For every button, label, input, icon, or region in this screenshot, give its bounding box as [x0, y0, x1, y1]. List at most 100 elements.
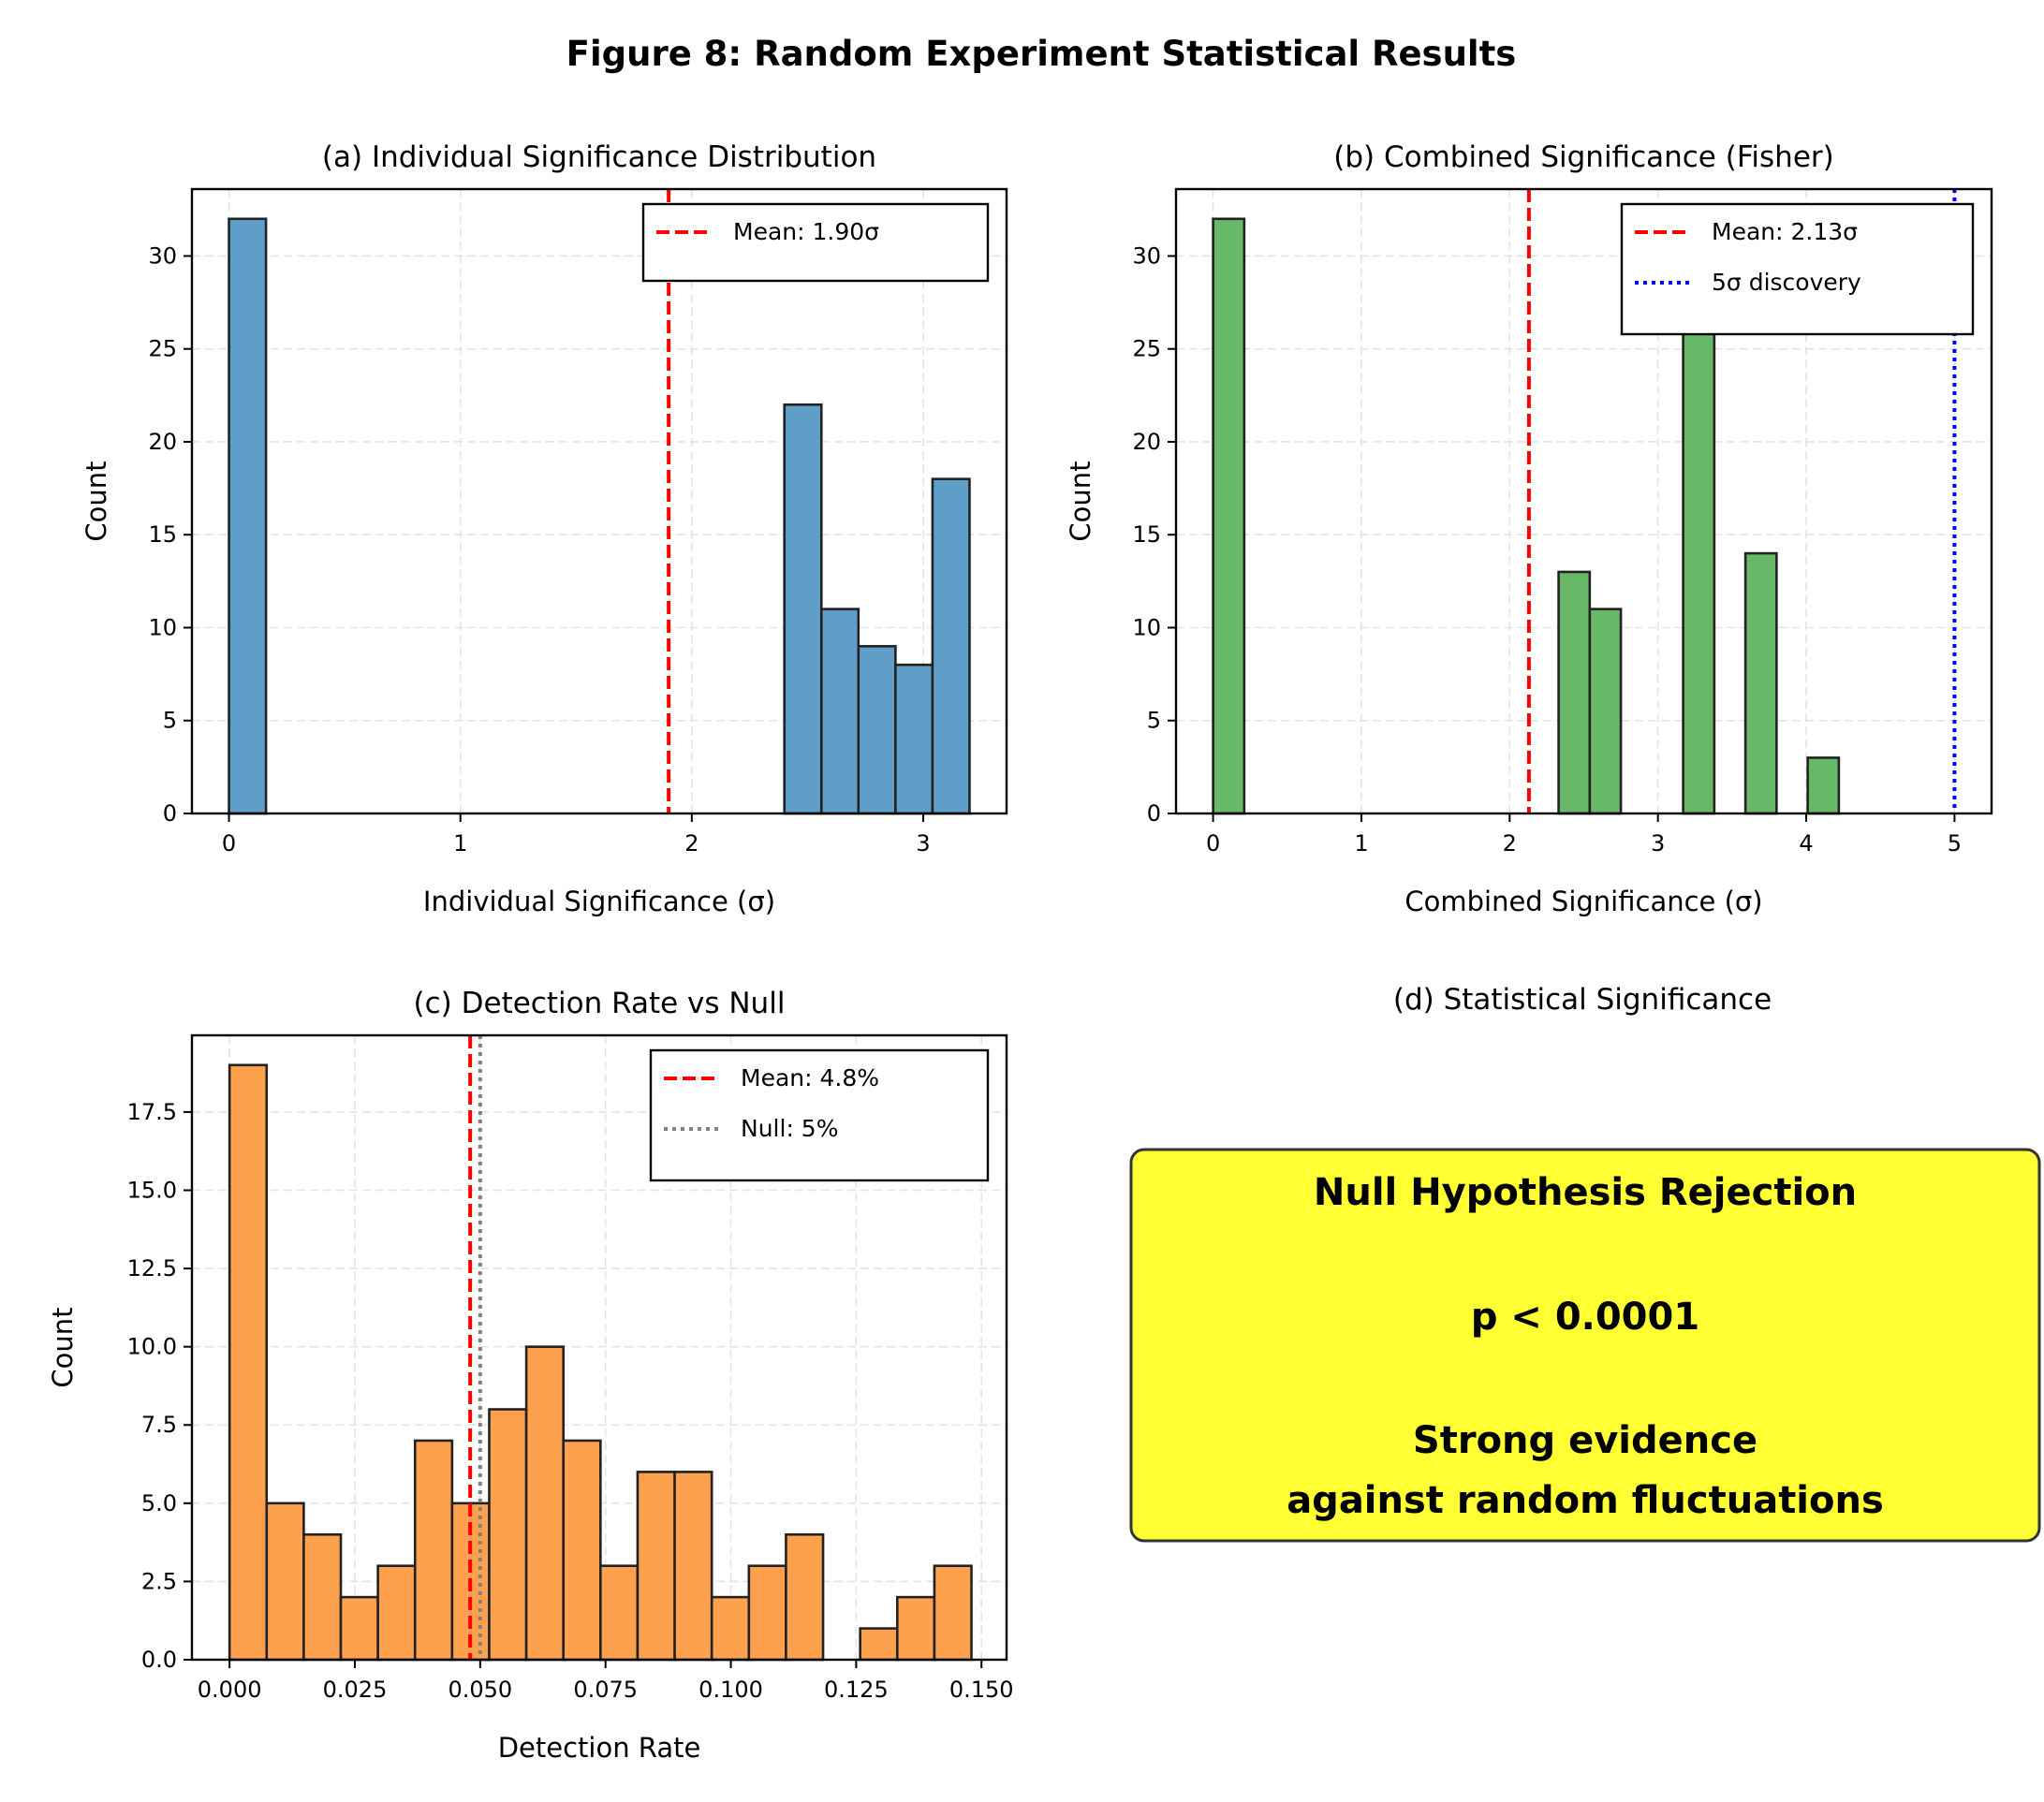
panel-c-title: (c) Detection Rate vs Null: [414, 987, 786, 1020]
box-line-fluctuations: against random fluctuations: [1287, 1479, 1884, 1522]
y-tick-label: 15: [148, 521, 177, 548]
histogram-bar: [931, 477, 971, 815]
histogram-bar: [376, 1564, 417, 1662]
box-line-rejection: Null Hypothesis Rejection: [1314, 1171, 1857, 1214]
histogram-bar: [1212, 217, 1246, 815]
histogram-bar: [747, 1564, 787, 1662]
histogram-bar: [524, 1345, 566, 1662]
significance-box: [1129, 1148, 2041, 1543]
legend-label: Null: 5%: [741, 1115, 838, 1142]
x-tick-label: 1: [1354, 830, 1368, 857]
x-tick-label: 4: [1799, 830, 1813, 857]
panel-d-title: (d) Statistical Significance: [1393, 983, 1772, 1017]
legend: Mean: 2.13σ 5σ discovery: [1620, 202, 1975, 336]
legend-label: 5σ discovery: [1712, 269, 1861, 296]
histogram-bar: [413, 1439, 454, 1662]
y-tick-label: 7.5: [141, 1412, 177, 1438]
y-tick-label: 5: [1147, 708, 1161, 734]
x-tick-label: 0: [222, 830, 236, 857]
y-tick-label: 0.0: [141, 1647, 177, 1673]
legend: Mean: 4.8% Null: 5%: [649, 1048, 990, 1182]
box-line-pvalue: p < 0.0001: [1471, 1296, 1699, 1339]
histogram-bar: [488, 1408, 528, 1662]
panel-b-title: (b) Combined Significance (Fisher): [1333, 140, 1833, 174]
figure-title: Figure 8: Random Experiment Statistical …: [566, 34, 1517, 74]
panel-a-title: (a) Individual Significance Distribution: [322, 140, 876, 174]
y-tick-label: 20: [148, 429, 177, 455]
x-axis-label: Detection Rate: [498, 1732, 701, 1764]
legend: Mean: 1.90σ: [641, 202, 990, 283]
legend-label: Mean: 1.90σ: [733, 218, 879, 245]
legend-frame: [649, 1048, 990, 1182]
histogram-bar: [859, 1627, 899, 1662]
y-axis-label: Count: [47, 1307, 79, 1387]
y-tick-label: 15: [1132, 521, 1161, 548]
y-axis-label: Count: [81, 461, 112, 541]
histogram-bar: [1682, 310, 1716, 815]
histogram-bar: [710, 1595, 751, 1662]
y-tick-label: 5.0: [141, 1490, 177, 1516]
x-tick-label: 0.100: [698, 1677, 763, 1703]
x-axis-label: Combined Significance (σ): [1404, 886, 1762, 917]
y-tick-label: 0: [1147, 800, 1161, 827]
panel-a: (a) Individual Significance Distribution…: [81, 140, 1008, 917]
histogram-bar: [819, 608, 860, 815]
histogram-bar: [857, 645, 897, 815]
histogram-bar: [933, 1564, 973, 1662]
y-axis-label: Count: [1065, 461, 1096, 541]
legend-label: Mean: 4.8%: [741, 1064, 879, 1091]
x-tick-label: 1: [453, 830, 467, 857]
histogram-bar: [599, 1564, 640, 1662]
legend-frame: [641, 202, 990, 283]
y-tick-label: 30: [1132, 242, 1161, 269]
y-tick-label: 15.0: [127, 1177, 177, 1203]
y-tick-label: 20: [1132, 429, 1161, 455]
histogram-bar: [1743, 551, 1778, 815]
x-tick-label: 5: [1948, 830, 1962, 857]
y-tick-label: 12.5: [127, 1255, 177, 1282]
axes-frame: [1174, 187, 1993, 815]
histogram-bar: [1806, 756, 1841, 815]
panel-b: (b) Combined Significance (Fisher) 0 1 2 3 4 5…: [1065, 140, 1993, 917]
legend-label: Mean: 2.13σ: [1712, 218, 1858, 245]
x-tick-label: 0.000: [198, 1677, 262, 1703]
x-tick-label: 0.025: [323, 1677, 388, 1703]
histogram-bar: [636, 1471, 676, 1662]
y-tick-label: 25: [1132, 336, 1161, 362]
box-line-evidence: Strong evidence: [1413, 1419, 1757, 1462]
y-tick-label: 5: [163, 708, 177, 734]
x-tick-label: 0.150: [949, 1677, 1014, 1703]
x-tick-label: 3: [916, 830, 930, 857]
histogram-bar: [783, 403, 823, 815]
histogram-bar: [785, 1532, 825, 1662]
panel-d: (d) Statistical Significance Null Hypoth…: [1129, 983, 2041, 1543]
histogram-bar: [228, 1063, 269, 1662]
x-tick-label: 0.075: [573, 1677, 638, 1703]
histogram-bar: [1588, 608, 1623, 815]
x-axis-label: Individual Significance (σ): [423, 886, 775, 917]
histogram-bar: [895, 1595, 936, 1662]
y-tick-label: 0: [163, 800, 177, 827]
y-tick-label: 17.5: [127, 1099, 177, 1125]
legend-frame: [1620, 202, 1975, 336]
histogram-bar: [339, 1595, 379, 1662]
x-tick-label: 0: [1206, 830, 1220, 857]
histogram-bar: [562, 1439, 602, 1662]
histogram-bar: [228, 217, 268, 815]
x-tick-label: 3: [1651, 830, 1665, 857]
y-tick-label: 2.5: [141, 1568, 177, 1594]
x-tick-label: 2: [1503, 830, 1517, 857]
axes-frame: [190, 187, 1008, 815]
y-tick-label: 10: [148, 614, 177, 640]
x-tick-label: 0.050: [448, 1677, 512, 1703]
histogram-bar: [673, 1471, 713, 1662]
y-tick-label: 10: [1132, 614, 1161, 640]
y-tick-label: 25: [148, 336, 177, 362]
y-tick-label: 10.0: [127, 1334, 177, 1360]
histogram-bar: [894, 663, 934, 815]
y-tick-label: 30: [148, 242, 177, 269]
histogram-bar: [265, 1502, 305, 1662]
x-tick-label: 2: [684, 830, 698, 857]
